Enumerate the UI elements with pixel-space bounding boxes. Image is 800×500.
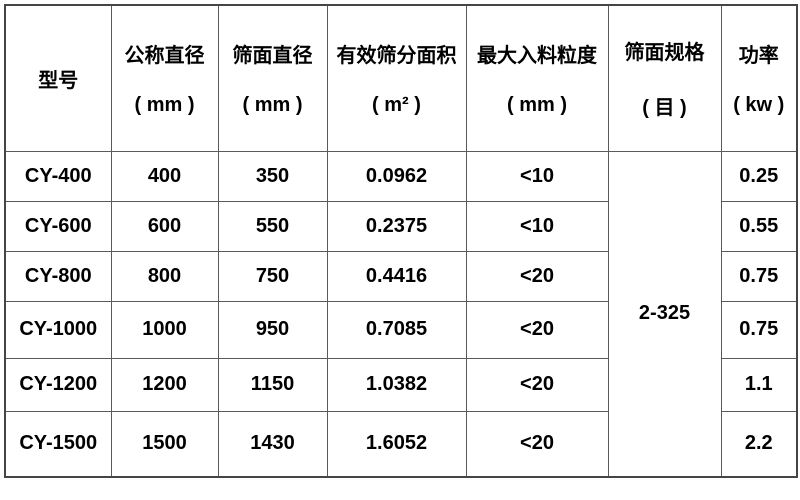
col-header-effective-area: 有效筛分面积 ( m² ) bbox=[326, 4, 467, 152]
col-header-nominal-diameter-label: 公称直径 bbox=[124, 45, 205, 68]
cell-max-feed-size: <20 bbox=[465, 357, 609, 412]
spec-table-container: 型号 公称直径 ( mm ) 筛面直径 ( mm ) 有效筛分 bbox=[4, 4, 798, 478]
cell-model: CY-400 bbox=[4, 150, 112, 202]
col-header-effective-area-unit: ( m² ) bbox=[372, 94, 421, 117]
col-header-power: 功率 ( kw ) bbox=[720, 4, 798, 152]
cell-max-feed-size: <10 bbox=[465, 150, 609, 202]
col-header-max-feed-size-unit: ( mm ) bbox=[507, 94, 567, 117]
cell-screen-spec-merged: 2-325 bbox=[607, 150, 722, 478]
col-header-screen-spec-unit: ( 目 ) bbox=[642, 97, 687, 120]
col-header-screen-spec: 筛面规格 ( 目 ) bbox=[607, 4, 722, 152]
cell-effective-area: 1.0382 bbox=[326, 357, 467, 412]
table-row: CY-1500 1500 1430 1.6052 <20 2.2 bbox=[4, 410, 798, 478]
cell-model: CY-1200 bbox=[4, 357, 112, 412]
cell-max-feed-size: <20 bbox=[465, 250, 609, 302]
col-header-screen-spec-label: 筛面规格 bbox=[624, 42, 705, 65]
cell-power: 0.25 bbox=[720, 150, 798, 202]
cell-effective-area: 0.2375 bbox=[326, 200, 467, 252]
cell-model: CY-1500 bbox=[4, 410, 112, 478]
cell-nominal-diameter: 600 bbox=[110, 200, 219, 252]
cell-nominal-diameter: 800 bbox=[110, 250, 219, 302]
cell-screen-diameter: 750 bbox=[217, 250, 328, 302]
cell-max-feed-size: <20 bbox=[465, 300, 609, 359]
cell-screen-diameter: 1430 bbox=[217, 410, 328, 478]
cell-nominal-diameter: 400 bbox=[110, 150, 219, 202]
table-row: CY-800 800 750 0.4416 <20 0.75 bbox=[4, 250, 798, 302]
cell-max-feed-size: <10 bbox=[465, 200, 609, 252]
col-header-screen-diameter-unit: ( mm ) bbox=[242, 94, 303, 117]
cell-power: 0.55 bbox=[720, 200, 798, 252]
cell-nominal-diameter: 1500 bbox=[110, 410, 219, 478]
cell-screen-diameter: 950 bbox=[217, 300, 328, 359]
col-header-nominal-diameter: 公称直径 ( mm ) bbox=[110, 4, 219, 152]
col-header-max-feed-size-label: 最大入料粒度 bbox=[477, 45, 597, 68]
cell-max-feed-size: <20 bbox=[465, 410, 609, 478]
cell-power: 2.2 bbox=[720, 410, 798, 478]
cell-screen-diameter: 550 bbox=[217, 200, 328, 252]
table-row: CY-400 400 350 0.0962 <10 2-325 0.25 bbox=[4, 150, 798, 478]
cell-power: 0.75 bbox=[720, 300, 798, 359]
col-header-nominal-diameter-unit: ( mm ) bbox=[134, 94, 195, 117]
table-row: CY-600 600 550 0.2375 <10 0.55 bbox=[4, 200, 798, 252]
header-row: 型号 公称直径 ( mm ) 筛面直径 ( mm ) 有效筛分 bbox=[4, 4, 798, 152]
cell-effective-area: 1.6052 bbox=[326, 410, 467, 478]
cell-power: 0.75 bbox=[720, 250, 798, 302]
col-header-screen-diameter: 筛面直径 ( mm ) bbox=[217, 4, 328, 152]
col-header-max-feed-size: 最大入料粒度 ( mm ) bbox=[465, 4, 609, 152]
spec-table: 型号 公称直径 ( mm ) 筛面直径 ( mm ) 有效筛分 bbox=[4, 4, 798, 478]
cell-model: CY-1000 bbox=[4, 300, 112, 359]
col-header-power-label: 功率 bbox=[738, 45, 779, 68]
col-header-model-label: 型号 bbox=[38, 69, 79, 92]
cell-effective-area: 0.4416 bbox=[326, 250, 467, 302]
table-row: CY-1200 1200 1150 1.0382 <20 1.1 bbox=[4, 357, 798, 412]
col-header-power-unit: ( kw ) bbox=[733, 94, 785, 117]
cell-effective-area: 0.7085 bbox=[326, 300, 467, 359]
cell-effective-area: 0.0962 bbox=[326, 150, 467, 202]
col-header-model: 型号 bbox=[4, 4, 112, 152]
cell-nominal-diameter: 1000 bbox=[110, 300, 219, 359]
col-header-effective-area-label: 有效筛分面积 bbox=[336, 45, 457, 68]
cell-screen-diameter: 1150 bbox=[217, 357, 328, 412]
cell-screen-diameter: 350 bbox=[217, 150, 328, 202]
col-header-screen-diameter-label: 筛面直径 bbox=[232, 45, 313, 68]
cell-model: CY-600 bbox=[4, 200, 112, 252]
table-row: CY-1000 1000 950 0.7085 <20 0.75 bbox=[4, 300, 798, 359]
cell-model: CY-800 bbox=[4, 250, 112, 302]
cell-nominal-diameter: 1200 bbox=[110, 357, 219, 412]
cell-power: 1.1 bbox=[720, 357, 798, 412]
